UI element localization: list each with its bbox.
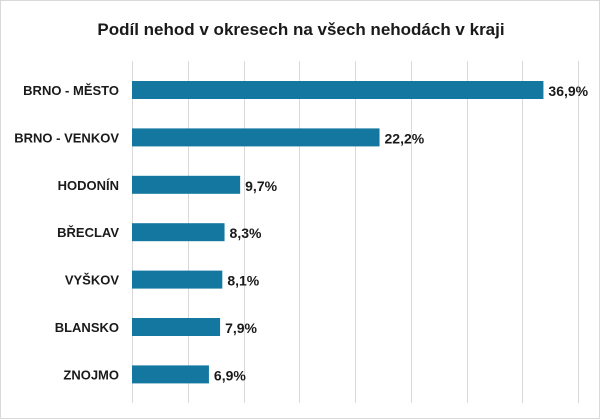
data-label: 7,9% [225, 320, 257, 336]
category-label: ZNOJMO [63, 367, 119, 382]
data-labels: 36,9% 22,2% 9,7% 8,3% 8,1% 7,9% 6,9% [214, 83, 589, 383]
bar [132, 128, 380, 147]
data-label: 9,7% [245, 178, 277, 194]
bar [132, 81, 544, 99]
bars [132, 81, 544, 384]
data-label: 8,1% [227, 273, 259, 289]
chart-title: Podíl nehod v okresech na všech nehodách… [97, 20, 504, 39]
category-label: HODONÍN [58, 178, 119, 193]
bar [132, 365, 209, 384]
category-label: BRNO - MĚSTO [23, 83, 119, 98]
category-labels: BRNO - MĚSTO BRNO - VENKOV HODONÍN BŘECLAV V… [14, 83, 119, 382]
bar [132, 318, 221, 336]
category-label: VYŠKOV [65, 273, 120, 288]
bar [132, 270, 223, 289]
data-label: 8,3% [230, 225, 262, 241]
bar [132, 223, 225, 242]
category-label: BŘECLAV [57, 225, 119, 240]
category-label: BLANSKO [55, 320, 119, 335]
data-label: 6,9% [214, 367, 246, 383]
data-label: 22,2% [385, 130, 425, 146]
category-label: BRNO - VENKOV [14, 130, 119, 145]
gridlines [132, 61, 579, 403]
bar [132, 175, 241, 194]
data-label: 36,9% [548, 83, 588, 99]
